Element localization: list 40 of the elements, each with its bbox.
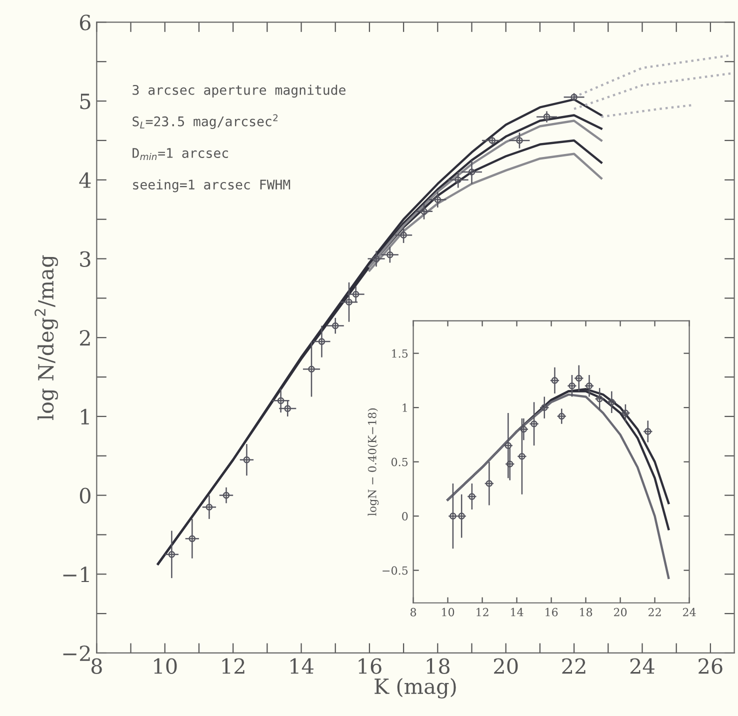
x-tick-label: 10 [154, 658, 177, 674]
x-tick-label: 20 [614, 608, 627, 616]
y-tick-label: 0 [80, 488, 90, 504]
annotation: S$_{L}$=23.5 mag/arcsec$^{2}$ [132, 114, 278, 130]
y-tick-label: 1 [402, 404, 407, 412]
x-tick-label: 22 [562, 658, 586, 674]
y-tick-label: 0.5 [391, 458, 408, 466]
x-tick-label: 12 [476, 608, 488, 616]
annotation: D$_{min}$=1 arcsec [132, 148, 228, 160]
x-tick-label: 14 [511, 608, 524, 616]
x-tick-label: 24 [630, 658, 654, 674]
x-tick-label: 24 [682, 608, 696, 616]
x-tick-label: 26 [698, 658, 722, 674]
x-tick-label: 22 [648, 608, 661, 616]
x-tick-label: 12 [222, 658, 244, 674]
y-tick-label: −1 [63, 566, 89, 582]
x-axis-title: K (mag) [374, 678, 456, 698]
y-tick-label: 4 [79, 172, 91, 188]
y-tick-label: 6 [80, 14, 91, 30]
y-tick-label: 1.5 [392, 349, 408, 358]
y-axis-title: logN − 0.40(K−18) [368, 408, 379, 516]
annotation: 3 arcsec aperture magnitude [132, 84, 346, 98]
x-tick-label: 10 [442, 608, 454, 616]
x-tick-label: 20 [494, 658, 518, 674]
x-tick-label: 16 [546, 608, 558, 616]
x-tick-label: 8 [410, 608, 416, 616]
x-tick-label: 18 [426, 658, 450, 674]
y-tick-label: −2 [63, 645, 90, 661]
y-tick-label: 1 [81, 408, 89, 424]
y-tick-label: 3 [80, 251, 90, 267]
y-tick-label: 5 [80, 94, 90, 110]
x-tick-label: 16 [358, 658, 382, 674]
x-tick-label: 8 [91, 658, 102, 674]
y-tick-label: −0.5 [382, 566, 408, 575]
x-tick-label: 14 [290, 658, 314, 674]
annotation: seeing=1 arcsec FWHM [133, 179, 290, 192]
y-tick-label: 0 [402, 512, 408, 520]
y-tick-label: 2 [80, 330, 90, 346]
y-axis-title: log N/deg$^{2}$/mag [34, 255, 58, 420]
x-tick-label: 18 [580, 608, 592, 616]
